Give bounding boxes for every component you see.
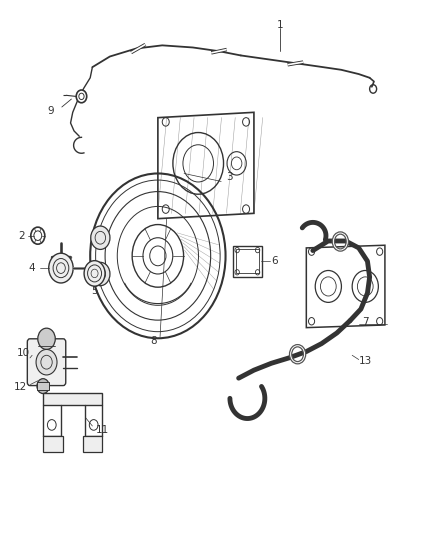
Text: 9: 9: [48, 106, 54, 116]
Text: 7: 7: [362, 317, 369, 327]
Text: 11: 11: [96, 425, 109, 435]
FancyBboxPatch shape: [27, 339, 66, 385]
Bar: [37, 382, 49, 390]
Text: 13: 13: [359, 356, 372, 366]
Text: 6: 6: [272, 256, 278, 266]
Text: 1: 1: [277, 20, 283, 30]
Text: 2: 2: [18, 231, 25, 241]
Circle shape: [49, 253, 73, 283]
Circle shape: [91, 226, 110, 249]
Bar: [233, 246, 261, 277]
Circle shape: [76, 90, 87, 103]
Text: 4: 4: [29, 263, 35, 273]
Text: 10: 10: [17, 348, 30, 358]
Text: 12: 12: [14, 382, 27, 392]
Text: 8: 8: [150, 336, 157, 346]
Circle shape: [37, 378, 49, 393]
Text: 3: 3: [226, 172, 233, 182]
Circle shape: [91, 262, 110, 286]
Circle shape: [84, 261, 105, 286]
Bar: [83, 435, 102, 451]
Bar: [43, 393, 102, 405]
Circle shape: [38, 328, 55, 350]
Text: 5: 5: [91, 286, 98, 296]
Bar: [43, 435, 63, 451]
Bar: [236, 249, 258, 273]
Circle shape: [36, 350, 57, 375]
